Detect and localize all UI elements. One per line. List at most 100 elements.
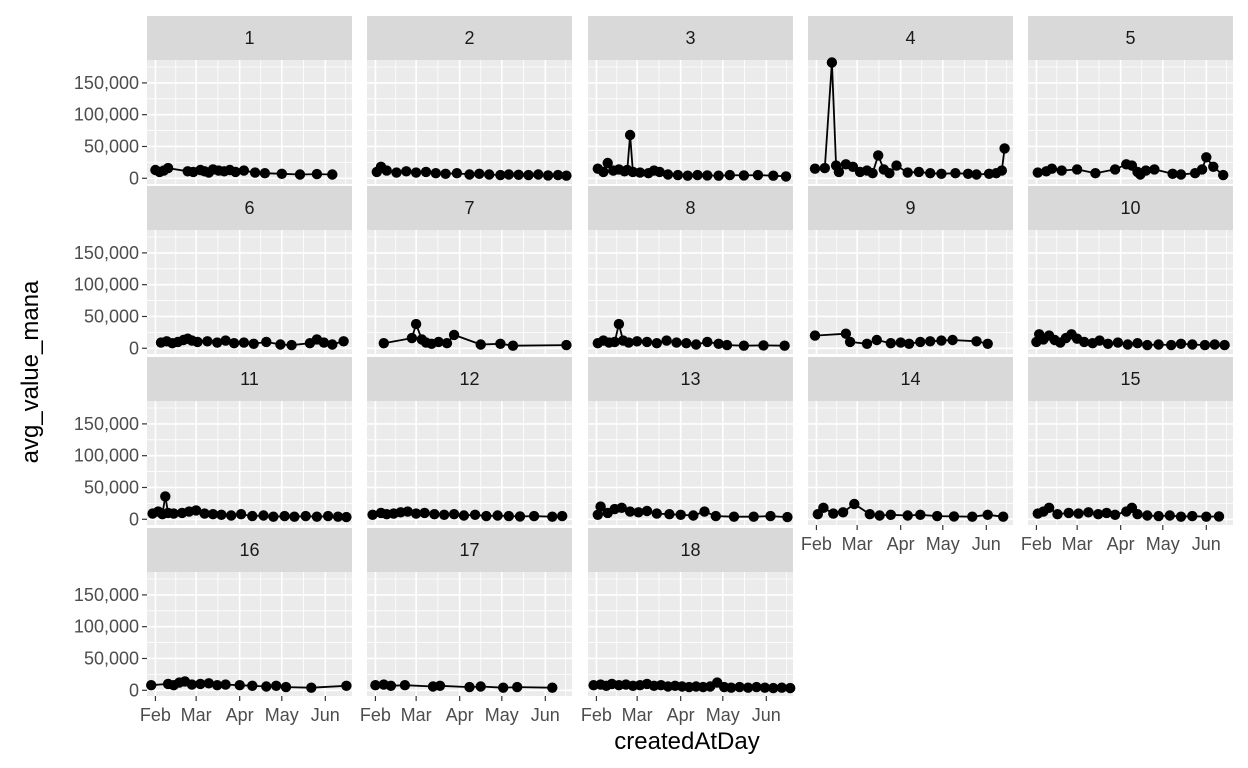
data-point xyxy=(1083,507,1094,518)
y-tick-label: 150,000 xyxy=(74,243,139,263)
facet-strip-label: 8 xyxy=(685,198,695,218)
x-tick-label: Apr xyxy=(667,705,695,725)
data-point xyxy=(702,170,713,181)
data-point xyxy=(498,682,509,693)
x-tick-label: Feb xyxy=(360,705,391,725)
y-tick-label: 50,000 xyxy=(84,136,139,156)
data-point xyxy=(998,511,1009,522)
data-point xyxy=(664,509,675,520)
data-point xyxy=(748,511,759,522)
facet-strip-label: 10 xyxy=(1120,198,1140,218)
data-point xyxy=(595,501,606,512)
data-point xyxy=(280,681,292,693)
facet-panel-5: 5 xyxy=(1028,16,1233,184)
facet-panel-9: 9 xyxy=(808,186,1013,354)
y-tick-label: 50,000 xyxy=(84,477,139,497)
y-axis-title: avg_value_mana xyxy=(17,280,44,463)
data-point xyxy=(247,680,258,691)
x-tick-label: Jun xyxy=(311,705,340,725)
data-point xyxy=(903,338,915,349)
data-point xyxy=(248,338,259,349)
data-point xyxy=(1175,338,1187,349)
data-point xyxy=(752,169,764,181)
facet-strip xyxy=(147,357,352,401)
data-point xyxy=(884,168,895,179)
data-point xyxy=(759,682,771,693)
data-point xyxy=(1196,164,1208,175)
data-point xyxy=(1079,336,1090,348)
data-point xyxy=(724,169,735,181)
data-point xyxy=(1167,168,1178,179)
y-tick-label: 0 xyxy=(129,338,139,358)
data-point xyxy=(1140,165,1152,176)
data-point xyxy=(439,509,450,520)
data-point xyxy=(261,336,272,348)
data-point xyxy=(751,681,762,693)
data-point xyxy=(833,166,845,178)
data-point xyxy=(1142,339,1153,351)
x-tick-label: Jun xyxy=(752,705,781,725)
facet-strip-label: 17 xyxy=(459,540,479,560)
facet-panel-4: 4 xyxy=(808,16,1013,184)
panel-background xyxy=(588,230,793,354)
data-point xyxy=(1201,511,1212,522)
panel-background xyxy=(147,230,352,354)
data-point xyxy=(341,511,352,523)
data-point xyxy=(385,680,397,691)
data-point xyxy=(996,165,1007,176)
data-point xyxy=(742,682,754,693)
data-point xyxy=(675,509,686,520)
x-tick-label: Mar xyxy=(181,705,212,725)
x-tick-label: May xyxy=(1146,534,1180,554)
data-point xyxy=(186,679,198,690)
data-point xyxy=(602,157,613,169)
panel-background xyxy=(147,60,352,184)
data-point xyxy=(1094,335,1105,346)
data-point xyxy=(1071,164,1083,175)
data-point xyxy=(464,169,475,180)
x-tick-label: Jun xyxy=(972,534,1001,554)
facet-panel-13: 13 xyxy=(588,357,793,525)
facet-strip xyxy=(588,528,793,572)
data-point xyxy=(507,340,519,351)
data-point xyxy=(844,336,856,348)
data-point xyxy=(199,508,210,519)
data-point xyxy=(441,338,453,349)
facet-strip-label: 6 xyxy=(244,198,254,218)
x-axis: Feb Mar Apr May Jun Feb Mar Apr May Jun Feb Mar Apr M… xyxy=(140,525,1221,725)
data-point xyxy=(633,507,644,518)
data-point xyxy=(641,336,653,348)
data-point xyxy=(406,332,418,344)
facet-strip-label: 12 xyxy=(459,369,479,389)
data-point xyxy=(503,510,514,522)
x-tick-label: Jun xyxy=(531,705,560,725)
data-point xyxy=(692,169,703,181)
data-point xyxy=(212,337,223,348)
data-point xyxy=(932,510,943,522)
data-point xyxy=(247,510,258,522)
y-axis: 0 50,000 100,000 150,000 0 50,000 100,000 150,0… xyxy=(74,73,147,700)
data-point xyxy=(430,168,441,179)
data-point xyxy=(259,168,271,179)
data-point xyxy=(661,335,672,346)
x-tick-label: Feb xyxy=(140,705,171,725)
data-point xyxy=(874,510,885,521)
data-point xyxy=(1073,508,1084,519)
data-point xyxy=(768,682,779,694)
data-point xyxy=(234,680,245,691)
facet-strip xyxy=(1028,186,1233,230)
facet-strip-label: 11 xyxy=(240,369,259,389)
data-point xyxy=(249,167,261,178)
data-point xyxy=(420,166,432,178)
data-point xyxy=(623,337,634,348)
data-point xyxy=(710,510,721,522)
facet-strip-label: 7 xyxy=(464,198,474,218)
data-point xyxy=(475,339,486,350)
data-point xyxy=(768,170,779,181)
facet-panel-11: 11 xyxy=(147,357,352,525)
x-axis-title: createdAtDay xyxy=(614,728,759,755)
facet-panel-1: 1 xyxy=(147,16,352,184)
data-point xyxy=(699,506,710,517)
facet-strip xyxy=(367,528,572,572)
data-point xyxy=(401,166,412,177)
